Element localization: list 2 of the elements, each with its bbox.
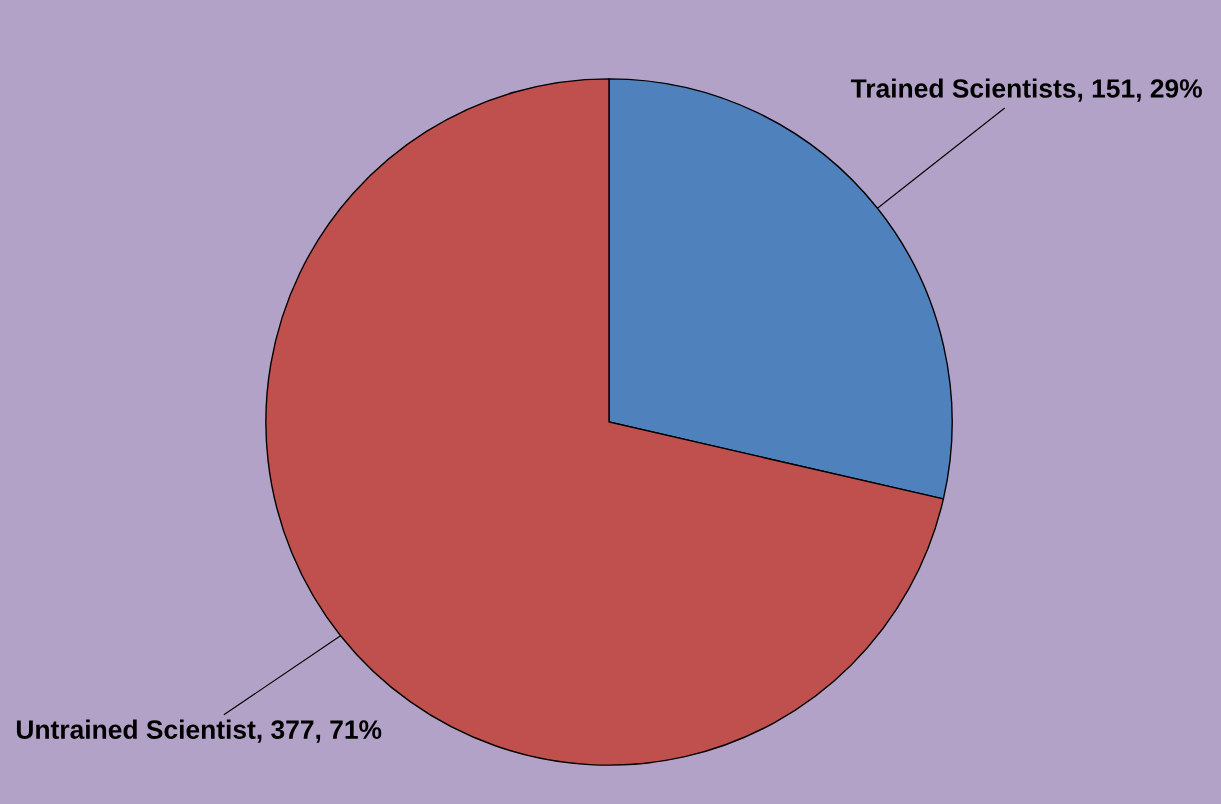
slice-label: Untrained Scientist, 377, 71% xyxy=(16,719,382,743)
slice-label: Trained Scientists, 151, 29% xyxy=(850,78,1202,102)
